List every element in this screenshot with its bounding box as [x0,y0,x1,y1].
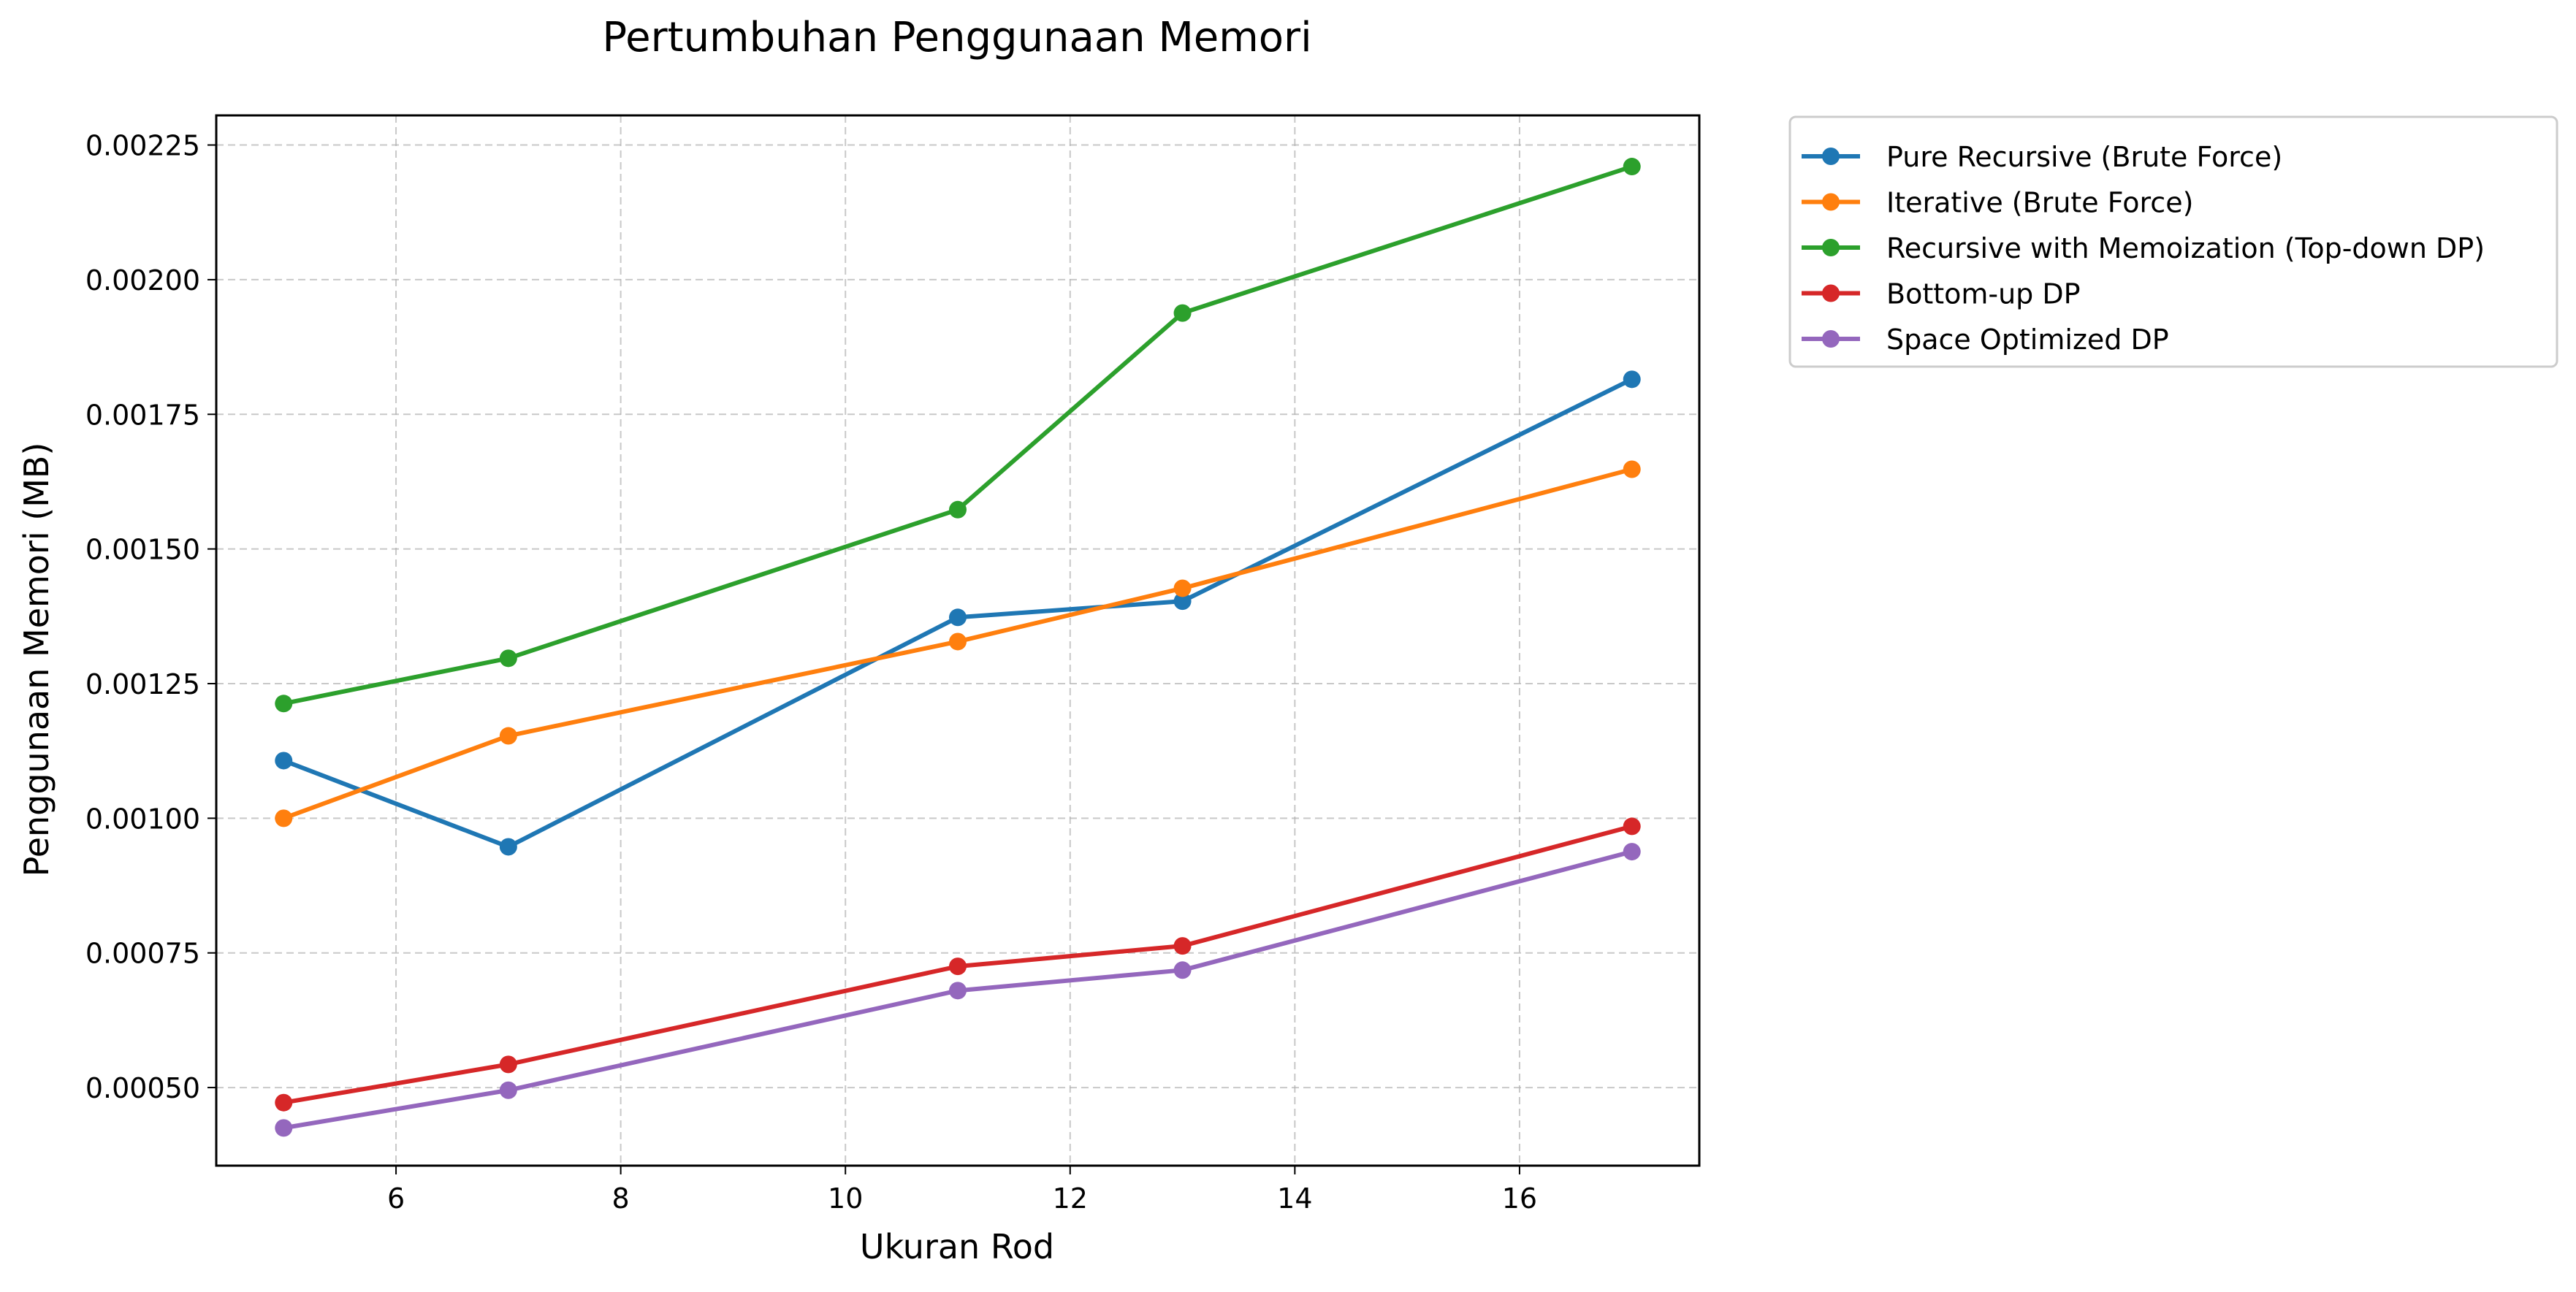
legend-label: Recursive with Memoization (Top-down DP) [1886,232,2485,264]
data-point [499,1081,517,1099]
data-point [1623,817,1641,836]
data-point [275,809,293,827]
legend-marker [1822,193,1840,211]
legend-marker [1822,239,1840,256]
data-point [499,1055,517,1074]
legend-box [1788,115,2558,368]
x-axis-label: Ukuran Rod [860,1227,1054,1266]
data-point [1623,843,1641,861]
data-point [1173,304,1192,322]
x-tick-label: 16 [1502,1182,1537,1215]
data-point [499,727,517,745]
legend-item: Iterative (Brute Force) [1802,187,2193,219]
data-point [1623,370,1641,389]
legend-item: Recursive with Memoization (Top-down DP) [1802,232,2485,264]
y-tick-label: 0.00075 [85,938,200,970]
data-point [1173,592,1192,611]
x-tick-label: 10 [828,1182,863,1215]
data-point [499,838,517,856]
series-layer [275,158,1641,1137]
legend-label: Iterative (Brute Force) [1886,187,2193,219]
plot-area-frame [215,114,1701,1167]
y-axis-label: Penggunaan Memori (MB) [17,443,56,877]
y-tick-label: 0.00225 [85,130,200,162]
legend-label: Pure Recursive (Brute Force) [1886,141,2282,173]
data-point [275,1093,293,1112]
y-tick-label: 0.00050 [85,1072,200,1104]
y-tick-label: 0.00175 [85,399,200,431]
series-1 [275,370,1641,856]
y-tick-label: 0.00150 [85,534,200,566]
series-4 [275,817,1641,1112]
data-point [949,632,967,651]
data-point [1173,937,1192,955]
data-point [1623,158,1641,176]
legend-item: Bottom-up DP [1802,278,2081,310]
x-tick-label: 8 [612,1182,630,1215]
data-point [275,752,293,770]
data-point [949,500,967,519]
data-point [499,649,517,668]
chart-title: Pertumbuhan Penggunaan Memori [602,14,1311,61]
legend-marker [1822,284,1840,302]
data-point [1623,460,1641,478]
y-tick-label: 0.00100 [85,803,200,835]
legend-item: Space Optimized DP [1802,324,2169,356]
series-3 [275,158,1641,713]
axis-ticks: 6 8 10 12 14 16 0.00050 0.00075 0.00100 0.00125 0.… [85,130,1537,1215]
legend-item: Pure Recursive (Brute Force) [1802,141,2282,173]
data-point [949,957,967,976]
x-tick-label: 12 [1053,1182,1088,1215]
x-tick-label: 14 [1277,1182,1312,1215]
data-point [275,695,293,713]
y-tick-label: 0.00125 [85,668,200,700]
legend-marker [1822,330,1840,348]
grid-lines [216,115,1699,1166]
legend-label: Bottom-up DP [1886,278,2081,310]
data-point [275,1119,293,1137]
x-tick-label: 6 [387,1182,405,1215]
y-tick-label: 0.00200 [85,264,200,297]
series-5 [275,843,1641,1137]
data-point [1173,579,1192,597]
series-2 [275,460,1641,827]
data-point [949,608,967,627]
data-point [1173,961,1192,979]
data-point [949,982,967,1000]
legend-label: Space Optimized DP [1886,324,2169,356]
legend-marker [1822,148,1840,165]
legend: Pure Recursive (Brute Force) Iterative (B… [1788,115,2558,368]
